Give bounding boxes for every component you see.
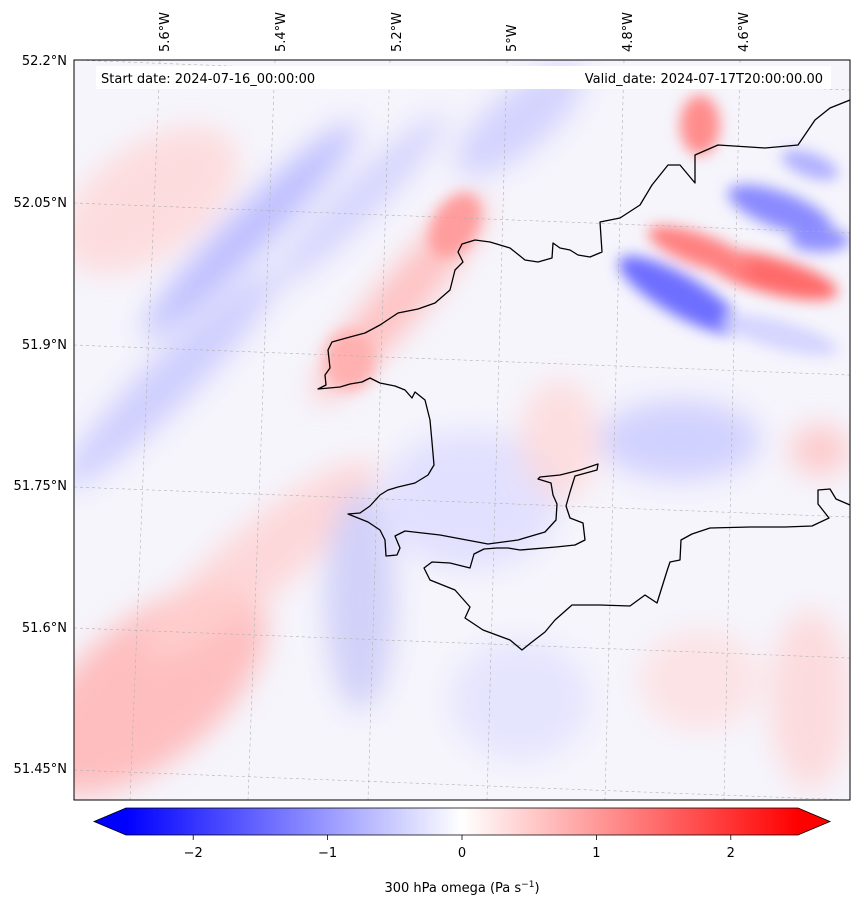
lon-tick-5-4w: 5.4°W [274,12,289,52]
lat-tick-52-2n: 52.2°N [22,54,67,69]
colorbar-tick-label: 0 [458,846,466,861]
lat-tick-52-05n: 52.05°N [14,196,67,211]
colorbar-outline [92,807,832,836]
start-date-label: Start date: 2024-07-16_00:00:00 [101,72,315,87]
colorbar-label: 300 hPa omega (Pa s−1) [384,880,539,896]
colorbar-tick-label: 2 [727,846,735,861]
lat-tick-51-6n: 51.6°N [22,621,67,636]
colorbar-min-arrow [94,808,126,835]
omega-field [74,60,850,800]
lon-tick-5w: 5°W [505,24,520,52]
colorbar-tick-label: 1 [592,846,600,861]
lon-tick-5-6w: 5.6°W [158,12,173,52]
lat-tick-labels: 52.2°N 52.05°N 51.9°N 51.75°N 51.6°N 51.… [14,54,67,777]
info-banner [96,66,831,89]
lon-tick-4-6w: 4.6°W [737,12,752,52]
coastline [317,99,850,651]
valid-date-label: Valid_date: 2024-07-17T20:00:00.00 [585,72,823,87]
colorbar: −2 −1 0 1 2 300 hPa omega (Pa s−1) [92,807,832,896]
omega-blobs-sharp [325,95,850,390]
lon-tick-5-2w: 5.2°W [390,12,405,52]
lon-tick-4-8w: 4.8°W [621,12,636,52]
colorbar-ticks: −2 −1 0 1 2 [184,835,735,861]
map-frame [73,59,851,801]
lon-tick-labels: 5.6°W 5.4°W 5.2°W 5°W 4.8°W 4.6°W [158,12,752,52]
colorbar-tick-label: −1 [318,846,337,861]
lat-tick-51-9n: 51.9°N [22,338,67,353]
lat-tick-51-75n: 51.75°N [14,479,67,494]
colorbar-max-arrow [798,808,830,835]
colorbar-tick-label: −2 [184,846,203,861]
lat-tick-51-45n: 51.45°N [14,762,67,777]
colorbar-gradient [126,808,798,835]
